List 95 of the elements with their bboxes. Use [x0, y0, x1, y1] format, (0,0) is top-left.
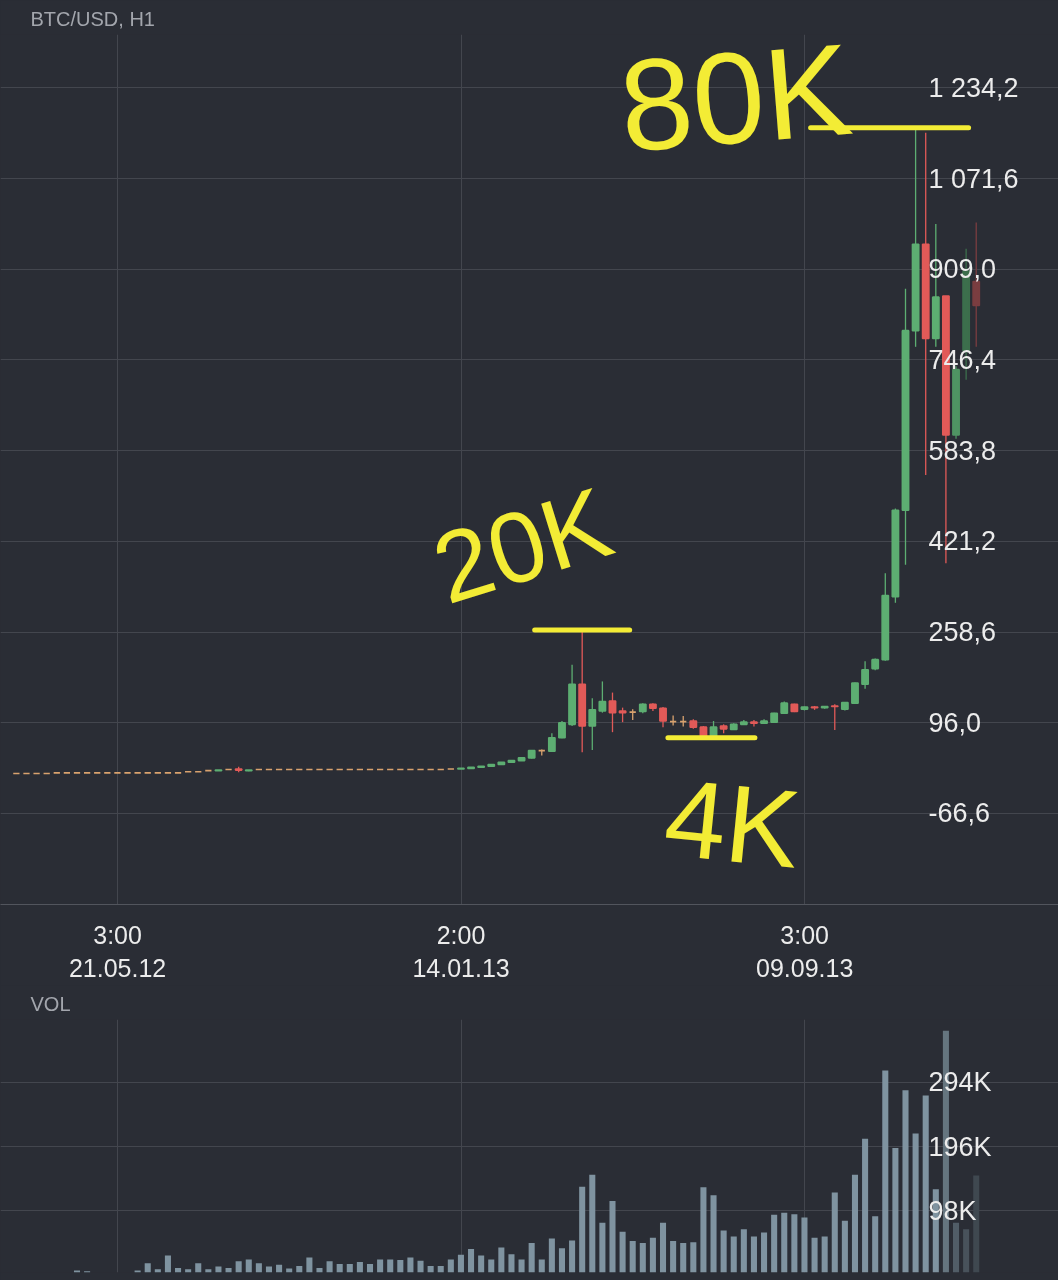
bar — [538, 1259, 545, 1273]
bar — [164, 1255, 171, 1273]
bar — [407, 1257, 414, 1273]
bar — [518, 1259, 525, 1273]
bar — [649, 1237, 656, 1273]
bar — [488, 1259, 495, 1273]
bar — [700, 1187, 707, 1273]
y-tick-label: 96,0 — [928, 707, 982, 738]
bar — [498, 1247, 505, 1273]
bar — [771, 1214, 778, 1273]
bar — [366, 1263, 374, 1273]
bar — [599, 1222, 606, 1273]
bar — [528, 1243, 535, 1273]
bar — [659, 1222, 667, 1273]
bar — [579, 1186, 586, 1273]
y-tick-label: 196K — [928, 1131, 992, 1162]
bar — [447, 1259, 454, 1273]
bar — [629, 1241, 636, 1273]
candlestick — [598, 680, 607, 714]
candlestick — [588, 697, 597, 751]
bar — [882, 1070, 889, 1273]
bar — [195, 1263, 202, 1273]
bar — [387, 1259, 394, 1273]
bar — [235, 1261, 242, 1273]
bar — [346, 1263, 353, 1273]
bar — [457, 1254, 464, 1273]
x-tick-label: 2:00 14.01.13 — [412, 920, 510, 983]
bar — [417, 1260, 424, 1273]
bar — [468, 1248, 475, 1273]
bar — [740, 1229, 747, 1273]
bar — [639, 1243, 646, 1273]
bar — [872, 1216, 879, 1273]
bar — [589, 1174, 596, 1273]
bar — [952, 1222, 960, 1273]
bar — [619, 1231, 626, 1273]
bar — [185, 1269, 192, 1273]
y-tick-label: -66,6 — [928, 798, 991, 829]
bar — [831, 1192, 838, 1273]
bar — [690, 1242, 697, 1273]
bar — [841, 1220, 848, 1273]
bar — [154, 1269, 161, 1273]
bar — [377, 1259, 384, 1273]
y-tick-label: 258,6 — [928, 617, 997, 648]
candlestick — [659, 706, 667, 728]
bar — [356, 1262, 363, 1273]
bar — [670, 1241, 677, 1273]
bar — [710, 1195, 717, 1273]
bar — [750, 1236, 757, 1273]
bar — [336, 1263, 343, 1273]
bar — [892, 1147, 899, 1273]
y-tick-label: 1 071,6 — [928, 163, 1019, 194]
bar — [427, 1265, 434, 1273]
bar — [862, 1138, 869, 1273]
candlestick — [830, 703, 839, 731]
x-tick-label: 3:00 21.05.12 — [68, 920, 167, 983]
annotation: 4K — [659, 754, 806, 891]
bar — [963, 1229, 970, 1273]
chart-title: BTC/USD, H1 — [30, 7, 155, 30]
bar — [316, 1267, 323, 1273]
bar — [326, 1261, 333, 1273]
bar — [205, 1269, 212, 1273]
bar — [801, 1217, 808, 1273]
bar — [821, 1236, 828, 1273]
y-tick-label: 294K — [928, 1067, 992, 1098]
bar — [548, 1238, 555, 1273]
bar — [791, 1214, 798, 1273]
bar — [922, 1095, 929, 1273]
chart-title: VOL — [30, 992, 71, 1015]
bar — [781, 1212, 788, 1273]
candlestick — [851, 681, 859, 705]
bar — [437, 1265, 444, 1273]
bar — [912, 1133, 919, 1273]
bar — [306, 1257, 313, 1273]
bar — [296, 1265, 303, 1273]
bar — [902, 1090, 909, 1273]
candlestick — [861, 660, 870, 690]
bar — [761, 1232, 768, 1273]
bar — [478, 1255, 485, 1273]
bar — [720, 1230, 727, 1273]
annotation: 80K — [614, 15, 857, 180]
bar — [144, 1263, 151, 1273]
x-tick-label: 3:00 09.09.13 — [755, 920, 854, 983]
annotation: 20K — [420, 465, 624, 625]
bar — [508, 1254, 515, 1273]
bar — [245, 1259, 252, 1273]
bar — [680, 1243, 687, 1273]
bar — [558, 1248, 566, 1273]
bar — [851, 1174, 859, 1273]
bar — [569, 1240, 576, 1273]
bar — [609, 1201, 616, 1273]
y-tick-label: 1 234,2 — [928, 72, 1019, 103]
bar — [255, 1263, 262, 1273]
bar — [730, 1236, 737, 1273]
bar — [811, 1237, 818, 1273]
bar — [397, 1260, 404, 1273]
